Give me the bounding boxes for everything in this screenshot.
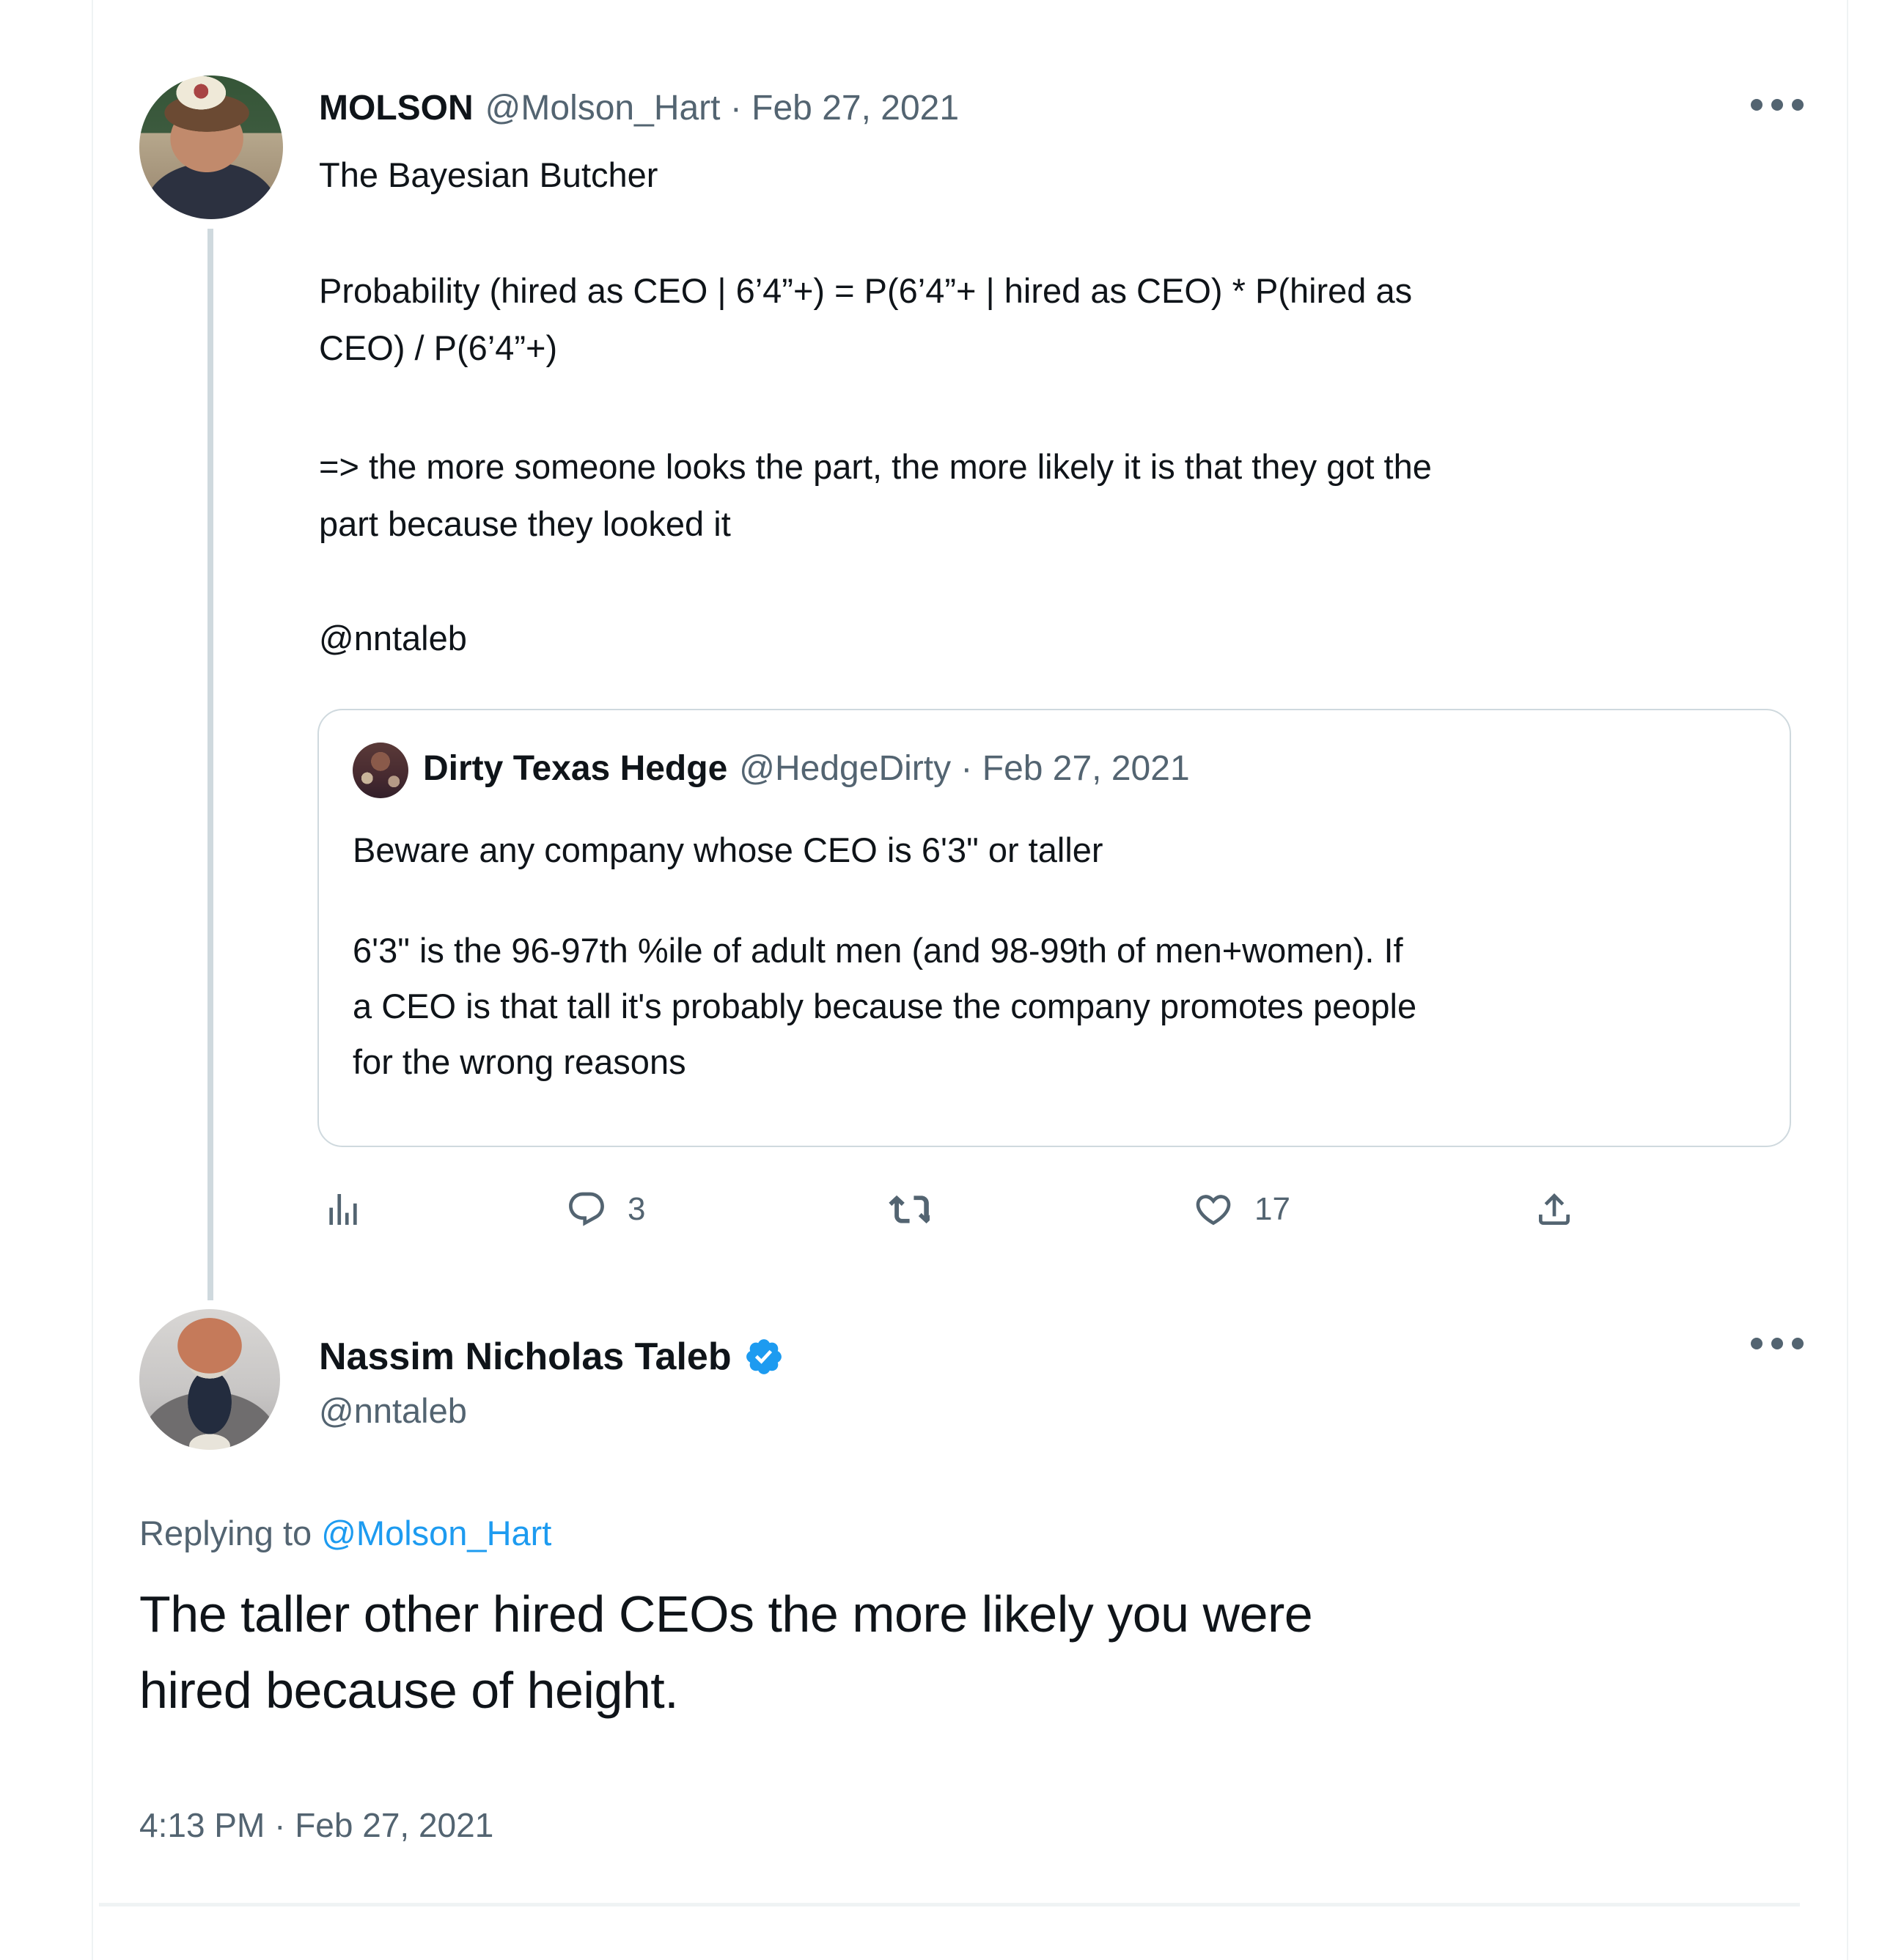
quote-header: Dirty Texas Hedge @HedgeDirty · Feb 27, … <box>423 747 1190 791</box>
column-left-border <box>92 0 93 1960</box>
tweet1-display-name[interactable]: MOLSON <box>319 89 474 128</box>
quote-text-line1: Beware any company whose CEO is 6'3" or … <box>353 830 1103 869</box>
tweet1-title-line: The Bayesian Butcher <box>319 155 658 194</box>
tweet2-handle[interactable]: @nntaleb <box>319 1391 467 1430</box>
like-button[interactable]: 17 <box>1193 1189 1290 1230</box>
dot <box>1771 1338 1783 1349</box>
section-divider <box>99 1903 1800 1906</box>
quote-display-name[interactable]: Dirty Texas Hedge <box>423 749 728 788</box>
quote-handle-date[interactable]: @HedgeDirty · Feb 27, 2021 <box>739 749 1190 788</box>
tweet2-display-name[interactable]: Nassim Nicholas Taleb <box>319 1335 732 1378</box>
share-button[interactable] <box>1534 1189 1575 1230</box>
share-icon <box>1539 1193 1570 1225</box>
retweet-button[interactable] <box>889 1189 930 1230</box>
retweet-icon <box>889 1195 930 1224</box>
replying-to-label: Replying to <box>139 1514 312 1552</box>
reply-button[interactable]: 3 <box>566 1189 645 1230</box>
quote-text-line2: 6'3" is the 96-97th %ile of adult men (a… <box>353 931 1417 1081</box>
quoted-tweet-card[interactable]: Dirty Texas Hedge @HedgeDirty · Feb 27, … <box>317 709 1791 1147</box>
replying-to-link[interactable]: @Molson_Hart <box>321 1514 552 1552</box>
tweet1-handle-date[interactable]: @Molson_Hart · Feb 27, 2021 <box>485 89 960 128</box>
avatar-taleb[interactable] <box>139 1309 280 1450</box>
more-icon[interactable] <box>1751 1338 1804 1349</box>
dot <box>1792 1338 1804 1349</box>
tweet1-implication-text: => the more someone looks the part, the … <box>319 447 1432 543</box>
replying-to-row: Replying to @Molson_Hart <box>139 1511 551 1555</box>
tweet1-formula-text: Probability (hired as CEO | 6’4”+) = P(6… <box>319 271 1413 367</box>
tweet1-header: MOLSON @Molson_Hart · Feb 27, 2021 <box>319 86 959 130</box>
thread-connector-line <box>207 229 213 1300</box>
tweet2-header: Nassim Nicholas Taleb <box>319 1334 784 1379</box>
dot <box>1792 99 1804 111</box>
analytics-button[interactable] <box>323 1189 364 1230</box>
dot <box>1771 99 1783 111</box>
tweet2-body-text: The taller other hired CEOs the more lik… <box>139 1585 1313 1719</box>
reply-icon <box>569 1192 604 1226</box>
avatar-hedgedirty[interactable] <box>353 743 408 798</box>
more-icon[interactable] <box>1751 99 1804 111</box>
tweet2-timestamp: 4:13 PM · Feb 27, 2021 <box>139 1806 494 1844</box>
verified-badge-icon <box>746 1339 782 1374</box>
avatar-molson[interactable] <box>139 75 283 219</box>
like-icon <box>1196 1195 1231 1226</box>
column-right-border <box>1847 0 1848 1960</box>
tweet1-mention-link[interactable]: @nntaleb <box>319 619 467 657</box>
dot <box>1751 1338 1763 1349</box>
like-count: 17 <box>1254 1191 1290 1227</box>
analytics-icon <box>329 1194 357 1225</box>
dot <box>1751 99 1763 111</box>
reply-count: 3 <box>628 1191 646 1227</box>
